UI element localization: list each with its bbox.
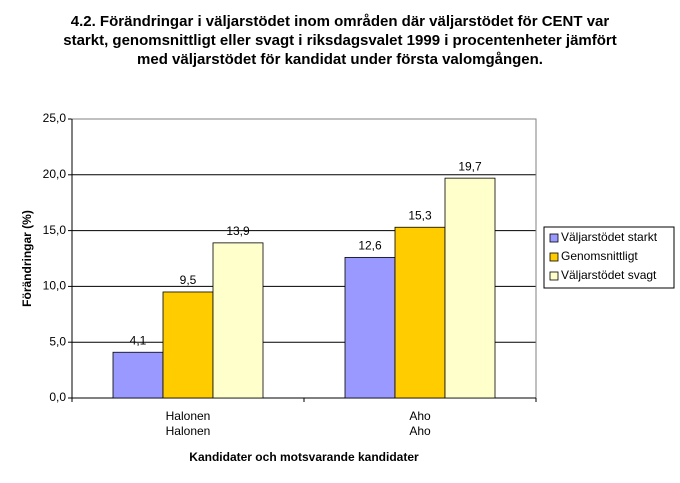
value-label: 13,9 [226,224,250,238]
y-tick-label: 25,0 [43,111,67,125]
legend-label: Väljarstödet starkt [561,230,658,244]
bar [394,226,446,399]
bar [344,256,396,399]
legend-box [543,226,675,289]
y-tick-label: 5,0 [49,334,66,348]
bar [444,177,496,399]
value-label: 19,7 [458,159,482,173]
x-tick-label: Halonen [166,424,211,438]
legend-label: Genomsnittligt [561,249,638,263]
x-axis-label: Kandidater och motsvarande kandidater [189,450,419,464]
bar [162,291,214,399]
y-axis-label: Förändringar (%) [20,210,34,307]
bar [112,351,164,399]
legend-swatch [549,271,559,281]
y-tick-label: 15,0 [43,223,67,237]
x-tick-label: Aho [409,409,431,423]
x-tick-label: Aho [409,424,431,438]
value-label: 9,5 [180,273,197,287]
value-label: 12,6 [358,239,382,253]
legend-label: Väljarstödet svagt [561,268,657,282]
legend-swatch [549,252,559,262]
y-tick-label: 20,0 [43,167,67,181]
value-label: 15,3 [408,208,432,222]
chart-title: 4.2. Förändringar i väljarstödet inom om… [63,13,617,68]
legend-swatch [549,233,559,243]
x-tick-label: Halonen [166,409,211,423]
y-tick-label: 10,0 [43,279,67,293]
value-label: 4,1 [130,333,147,347]
bar [212,242,264,399]
y-tick-label: 0,0 [49,390,66,404]
